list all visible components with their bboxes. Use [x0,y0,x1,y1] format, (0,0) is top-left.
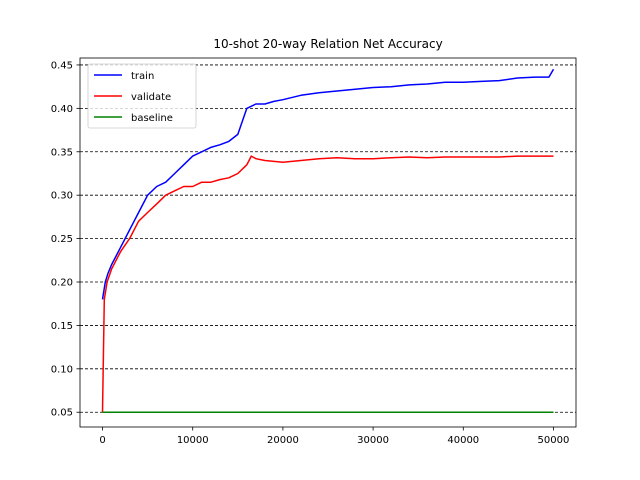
series-line-train [101,68,555,300]
y-tick-label: 0.40 [51,104,73,115]
series-lines [101,68,555,413]
y-tick-label: 0.05 [51,408,73,419]
x-tick-label: 40000 [447,435,479,446]
y-tick-label: 0.20 [51,278,73,289]
x-tick-label: 30000 [357,435,389,446]
y-tick-label: 0.45 [51,60,73,71]
y-tick-label: 0.15 [51,321,73,332]
y-tick-label: 0.30 [51,191,73,202]
axes: 0.05 0.10 0.15 0.20 0.25 0.30 0.35 0.40 0.45 0 100… [51,60,570,446]
y-tick-label: 0.25 [51,234,73,245]
legend-label-train: train [131,71,154,82]
legend-box [87,63,197,129]
x-tick-label: 20000 [267,435,299,446]
legend: train validate baseline [87,63,197,129]
plot-frame [79,57,577,428]
series-line-validate [101,155,554,413]
legend-label-validate: validate [131,92,171,103]
x-tick-label: 10000 [177,435,209,446]
x-tick-label: 0 [99,435,105,446]
y-tick-label: 0.35 [51,147,73,158]
chart-title: 10-shot 20-way Relation Net Accuracy [213,37,442,51]
legend-label-baseline: baseline [131,113,173,124]
y-tick-label: 0.10 [51,364,73,375]
x-tick-label: 50000 [538,435,570,446]
